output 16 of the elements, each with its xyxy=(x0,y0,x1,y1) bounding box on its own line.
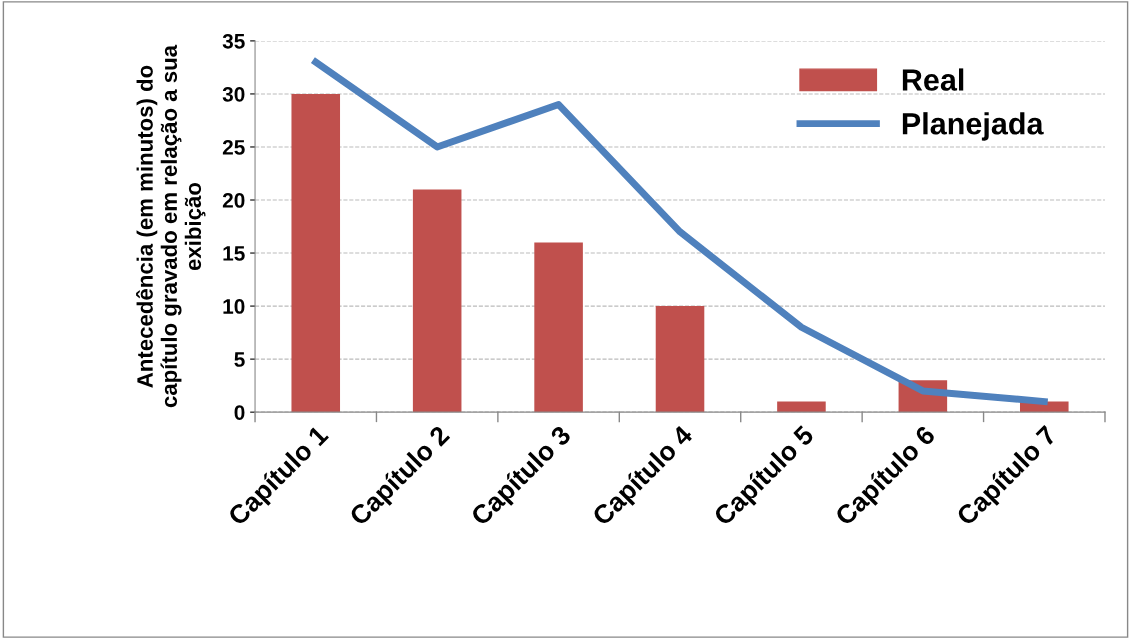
y-tick-label: 35 xyxy=(222,33,245,49)
y-tick-label: 30 xyxy=(222,86,245,102)
bar xyxy=(655,306,705,413)
bar xyxy=(534,242,583,413)
bar xyxy=(412,189,462,413)
y-tick-label: 10 xyxy=(223,299,245,314)
y-tick-label: 20 xyxy=(222,193,245,208)
y-tick-label: 0 xyxy=(234,405,245,420)
y-tick-label: 15 xyxy=(223,246,245,261)
bar xyxy=(777,401,826,413)
bar xyxy=(291,93,341,413)
legend-label: Planejada xyxy=(902,112,1044,141)
legend-label: Real xyxy=(902,68,964,91)
y-axis-title: Antecedência (em minutos) do capítulo gravado em relação a sua exibição xyxy=(136,44,206,408)
y-tick-label: 5 xyxy=(234,352,245,367)
y-tick-label: 25 xyxy=(222,139,245,155)
